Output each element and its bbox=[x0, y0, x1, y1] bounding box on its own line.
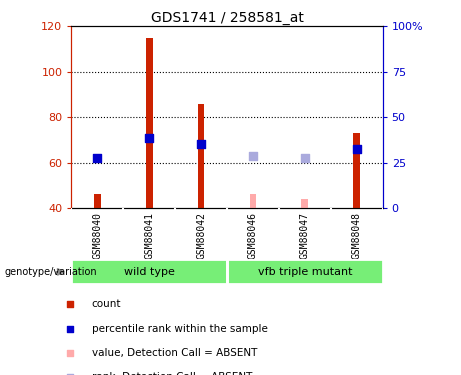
Bar bbox=[227, 259, 383, 285]
Text: value, Detection Call = ABSENT: value, Detection Call = ABSENT bbox=[92, 348, 257, 358]
Point bbox=[66, 350, 74, 356]
Point bbox=[146, 135, 153, 141]
Text: GSM88046: GSM88046 bbox=[248, 212, 258, 259]
Point bbox=[301, 155, 308, 161]
Text: percentile rank within the sample: percentile rank within the sample bbox=[92, 324, 267, 334]
Text: wild type: wild type bbox=[124, 267, 175, 277]
Bar bbox=[301, 199, 308, 208]
Text: vfb triple mutant: vfb triple mutant bbox=[258, 267, 352, 277]
Text: GSM88048: GSM88048 bbox=[352, 212, 362, 259]
Bar bbox=[71, 259, 227, 285]
Point bbox=[197, 141, 205, 147]
Text: GSM88040: GSM88040 bbox=[92, 212, 102, 259]
Bar bbox=[146, 38, 153, 208]
Point bbox=[94, 155, 101, 161]
Text: rank, Detection Call = ABSENT: rank, Detection Call = ABSENT bbox=[92, 372, 252, 375]
Bar bbox=[94, 195, 101, 208]
Point bbox=[249, 153, 257, 159]
Text: GSM88047: GSM88047 bbox=[300, 212, 310, 259]
Text: genotype/variation: genotype/variation bbox=[5, 267, 97, 277]
Point bbox=[66, 301, 74, 307]
Point bbox=[353, 146, 361, 152]
Point bbox=[66, 374, 74, 375]
Text: GSM88042: GSM88042 bbox=[196, 212, 206, 259]
Bar bbox=[249, 195, 256, 208]
Text: count: count bbox=[92, 299, 121, 309]
Bar bbox=[353, 133, 360, 208]
Text: GSM88041: GSM88041 bbox=[144, 212, 154, 259]
Title: GDS1741 / 258581_at: GDS1741 / 258581_at bbox=[151, 11, 303, 25]
Bar bbox=[198, 104, 205, 208]
Point bbox=[66, 326, 74, 332]
